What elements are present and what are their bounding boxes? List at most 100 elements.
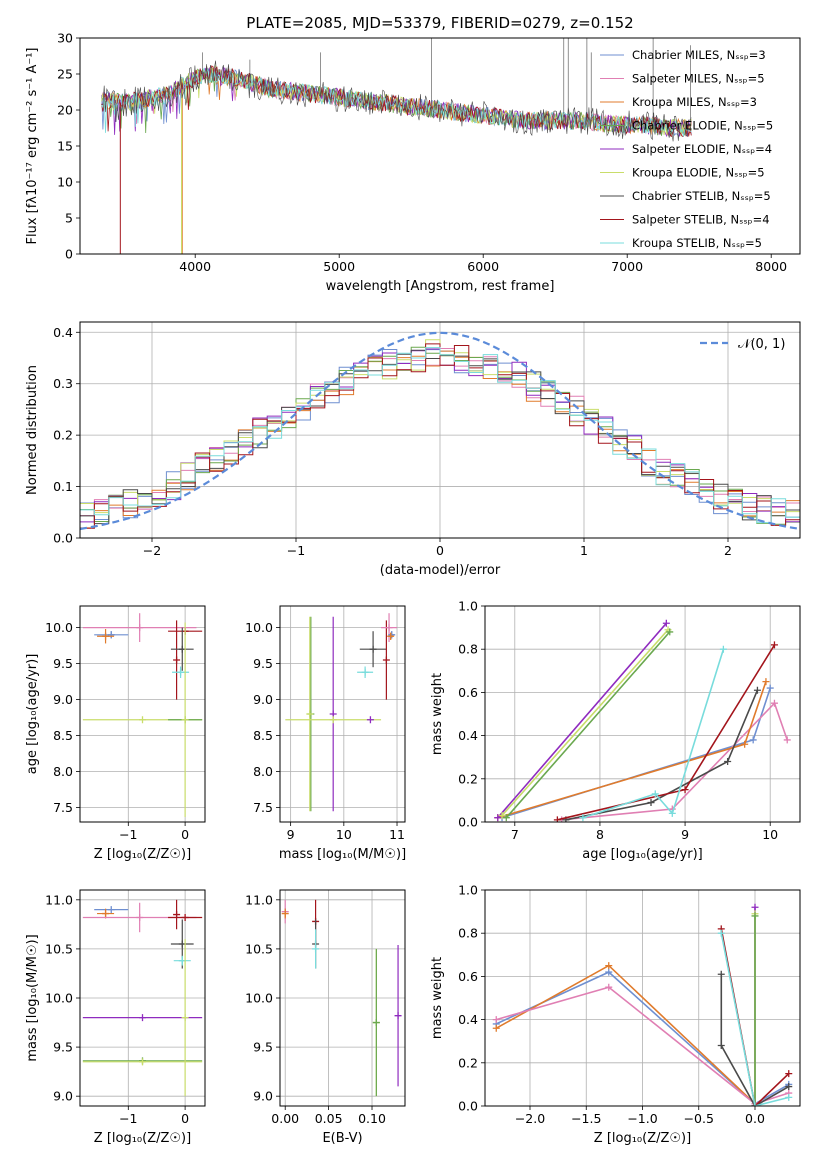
- y-tick-label: 0.1: [53, 479, 73, 494]
- x-tick-label: 0: [181, 827, 189, 842]
- legend-label: Kroupa MILES, Nₛₛₚ=3: [632, 95, 757, 109]
- data-point: [785, 1093, 793, 1101]
- series-line: [582, 648, 725, 819]
- data-point: [717, 1042, 725, 1050]
- legend: Chabrier MILES, Nₛₛₚ=3 Salpeter MILES, Nₛ…: [600, 48, 773, 250]
- x-axis-label: age [log₁₀(age/yr)]: [582, 847, 703, 862]
- y-tick-label: 7.5: [253, 800, 273, 815]
- data-point: [139, 1058, 146, 1066]
- panel-massweight-vs-Z: −2.0 −1.5 −1.0 −0.5 0.0 0.0 0.2 0.4 0.6 0.8 1.0 Z […: [430, 883, 801, 1146]
- legend-label: Salpeter ELODIE, Nₛₛₚ=4: [632, 142, 772, 156]
- y-tick-label: 0.6: [458, 685, 478, 700]
- data-point: [783, 736, 791, 744]
- data-point: [306, 710, 314, 718]
- data-point: [361, 668, 369, 676]
- data-point: [751, 903, 759, 911]
- gaussian-curve: [80, 331, 800, 531]
- data-point: [181, 1014, 189, 1022]
- series-line: [495, 971, 790, 1105]
- data-point: [762, 678, 770, 686]
- data-point: [724, 758, 732, 766]
- x-tick-label: −2.0: [515, 1111, 545, 1126]
- y-tick-label: 0.8: [458, 926, 478, 941]
- plot-area: [82, 613, 203, 817]
- y-axis-label: age [log₁₀(age/yr)]: [25, 654, 40, 775]
- data-point: [785, 1083, 793, 1091]
- panel-mass-vs-EBV: 0.00 0.05 0.10 9.0 9.5 10.0 10.5 11.0 E(B-V): [245, 889, 406, 1146]
- legend-label: 𝒩(0, 1): [738, 337, 785, 352]
- series-line: [505, 631, 671, 819]
- x-tick-label: 0.10: [358, 1111, 386, 1126]
- data-point: [181, 716, 189, 724]
- axes-frame: [79, 321, 801, 539]
- panel-massweight-vs-age: 7 8 9 10 0.0 0.2 0.4 0.6 0.8 1.0 age [log₁₀(age/yr…: [430, 599, 801, 862]
- axes-frame: [484, 605, 801, 823]
- x-tick-label: 8000: [755, 259, 787, 274]
- y-tick-label: 1.0: [458, 883, 478, 898]
- y-tick-label: 10.0: [245, 620, 273, 635]
- data-point: [751, 912, 759, 920]
- series-line: [557, 644, 776, 821]
- y-tick-label: 7.5: [53, 800, 73, 815]
- data-point: [494, 814, 502, 822]
- y-axis-label: mass weight: [430, 673, 445, 755]
- series-line: [720, 933, 789, 1106]
- data-point: [668, 809, 676, 817]
- data-point: [766, 684, 774, 692]
- x-tick-label: 0.0: [745, 1111, 765, 1126]
- y-tick-label: 0.0: [458, 815, 478, 830]
- panel-age-vs-mass: 9 10 11 7.5 8.0 8.5 9.0 9.5 10.0 mass [log₁₀(M/M☉…: [245, 605, 406, 862]
- data-point: [719, 645, 727, 653]
- data-point: [647, 799, 655, 807]
- y-axis-label: Normed distribution: [25, 365, 40, 495]
- y-tick-label: 10: [57, 175, 73, 190]
- y-tick-label: 5: [65, 211, 73, 226]
- y-axis-label: mass weight: [430, 957, 445, 1039]
- y-tick-label: 10.0: [45, 620, 73, 635]
- data-point: [177, 668, 185, 676]
- legend-label: Kroupa STELIB, Nₛₛₚ=5: [632, 236, 762, 250]
- data-point: [717, 970, 725, 978]
- x-tick-label: −1: [119, 827, 137, 842]
- data-point: [579, 814, 587, 822]
- data-point: [662, 619, 670, 627]
- plot-area: [494, 619, 791, 822]
- panel-residuals: −2 −1 0 1 2 0.0 0.1 0.2 0.3 0.4 (data-model)/error…: [25, 321, 801, 578]
- data-point: [387, 632, 395, 640]
- y-tick-label: 10.5: [245, 941, 273, 956]
- data-point: [102, 632, 110, 640]
- data-point: [139, 716, 146, 724]
- data-point: [492, 1024, 500, 1032]
- data-point: [651, 790, 659, 798]
- y-tick-label: 9.5: [53, 656, 73, 671]
- y-tick-label: 0.2: [458, 1055, 478, 1070]
- x-tick-label: 0.05: [315, 1111, 343, 1126]
- x-tick-label: 10: [762, 827, 778, 842]
- data-point: [388, 631, 396, 639]
- data-point: [492, 1016, 500, 1024]
- data-point: [136, 624, 144, 632]
- axes-frame: [79, 37, 801, 255]
- y-tick-label: 0.3: [53, 376, 73, 391]
- y-tick-label: 0.0: [53, 531, 73, 546]
- y-tick-label: 0.6: [458, 969, 478, 984]
- y-tick-label: 0.4: [458, 728, 478, 743]
- series-line: [501, 629, 669, 817]
- x-tick-label: −1.0: [627, 1111, 657, 1126]
- series-line: [101, 38, 692, 142]
- data-point: [605, 968, 613, 976]
- y-tick-label: 8.0: [53, 764, 73, 779]
- data-point: [382, 656, 390, 664]
- y-tick-label: 0.4: [53, 325, 73, 340]
- axes-frame: [79, 889, 206, 1107]
- panel-mass-vs-Z: −1 0 9.0 9.5 10.0 10.5 11.0 Z [log₁₀(Z/Z☉)] mass…: [25, 889, 206, 1146]
- plot-area: [281, 899, 402, 1097]
- y-tick-label: 0.4: [458, 1012, 478, 1027]
- histogram-series: [80, 347, 800, 524]
- x-tick-label: 8: [596, 827, 604, 842]
- y-tick-label: 9.0: [53, 692, 73, 707]
- data-point: [753, 686, 761, 694]
- data-point: [107, 631, 115, 639]
- x-tick-label: 1: [580, 543, 588, 558]
